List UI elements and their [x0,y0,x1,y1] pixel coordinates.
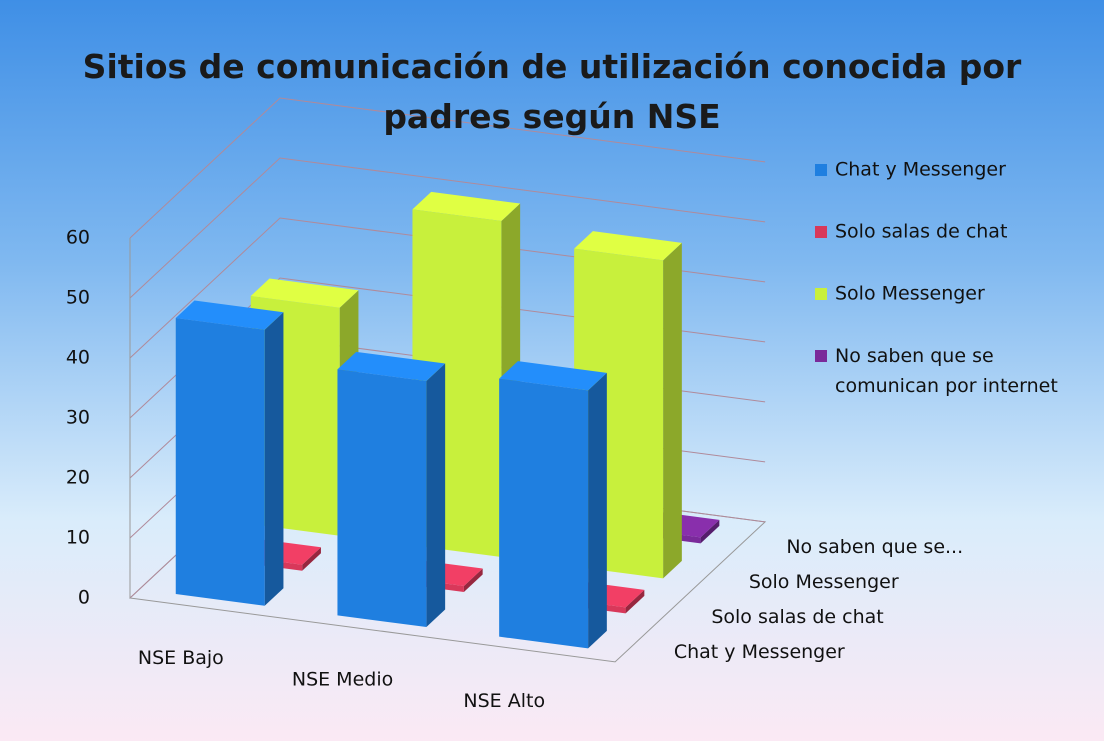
legend-label: Solo Messenger [835,283,985,305]
y-tick-label: 60 [66,227,90,249]
y-tick-label: 30 [66,407,90,429]
bar-side [426,363,446,628]
y-tick-label: 20 [66,467,90,489]
grid-line [129,97,766,239]
bar-top [250,278,359,308]
bar-top [574,231,682,261]
bar-side [625,589,645,614]
bar [499,378,589,649]
bar-top [499,361,607,391]
bar-side [264,312,284,606]
depth-tick-label: Solo salas de chat [711,606,883,628]
legend-swatch [815,226,827,238]
legend-swatch [815,350,827,362]
y-tick-label: 50 [66,287,90,309]
legend-label: No saben que se comunican por internet [835,345,1058,397]
bar-side [700,519,720,544]
depth-tick-label: No saben que se... [786,536,963,558]
depth-tick-label: Chat y Messenger [674,641,845,663]
depth-tick-label: Solo Messenger [749,571,899,593]
bar [337,369,427,628]
x-tick-label: NSE Medio [292,668,393,690]
bar-side [302,547,321,571]
y-tick-label: 0 [78,587,90,609]
bar [175,318,265,606]
bar-side [588,372,607,649]
legend-swatch [815,164,827,176]
bar-top [337,351,446,382]
legend-label: Solo salas de chat [835,221,1007,243]
legend-label: Chat y Messenger [835,159,1006,181]
bar-side [663,242,682,579]
y-tick-label: 40 [66,347,90,369]
bar-top [175,300,284,330]
chart-title: Sitios de comunicación de utilización co… [82,47,1022,136]
grid-line [129,157,766,299]
legend-swatch [815,288,827,300]
y-tick-label: 10 [66,527,90,549]
x-tick-label: NSE Bajo [138,647,224,669]
x-tick-label: NSE Alto [463,690,545,712]
bar-side [463,568,483,593]
bar-top [412,191,521,222]
